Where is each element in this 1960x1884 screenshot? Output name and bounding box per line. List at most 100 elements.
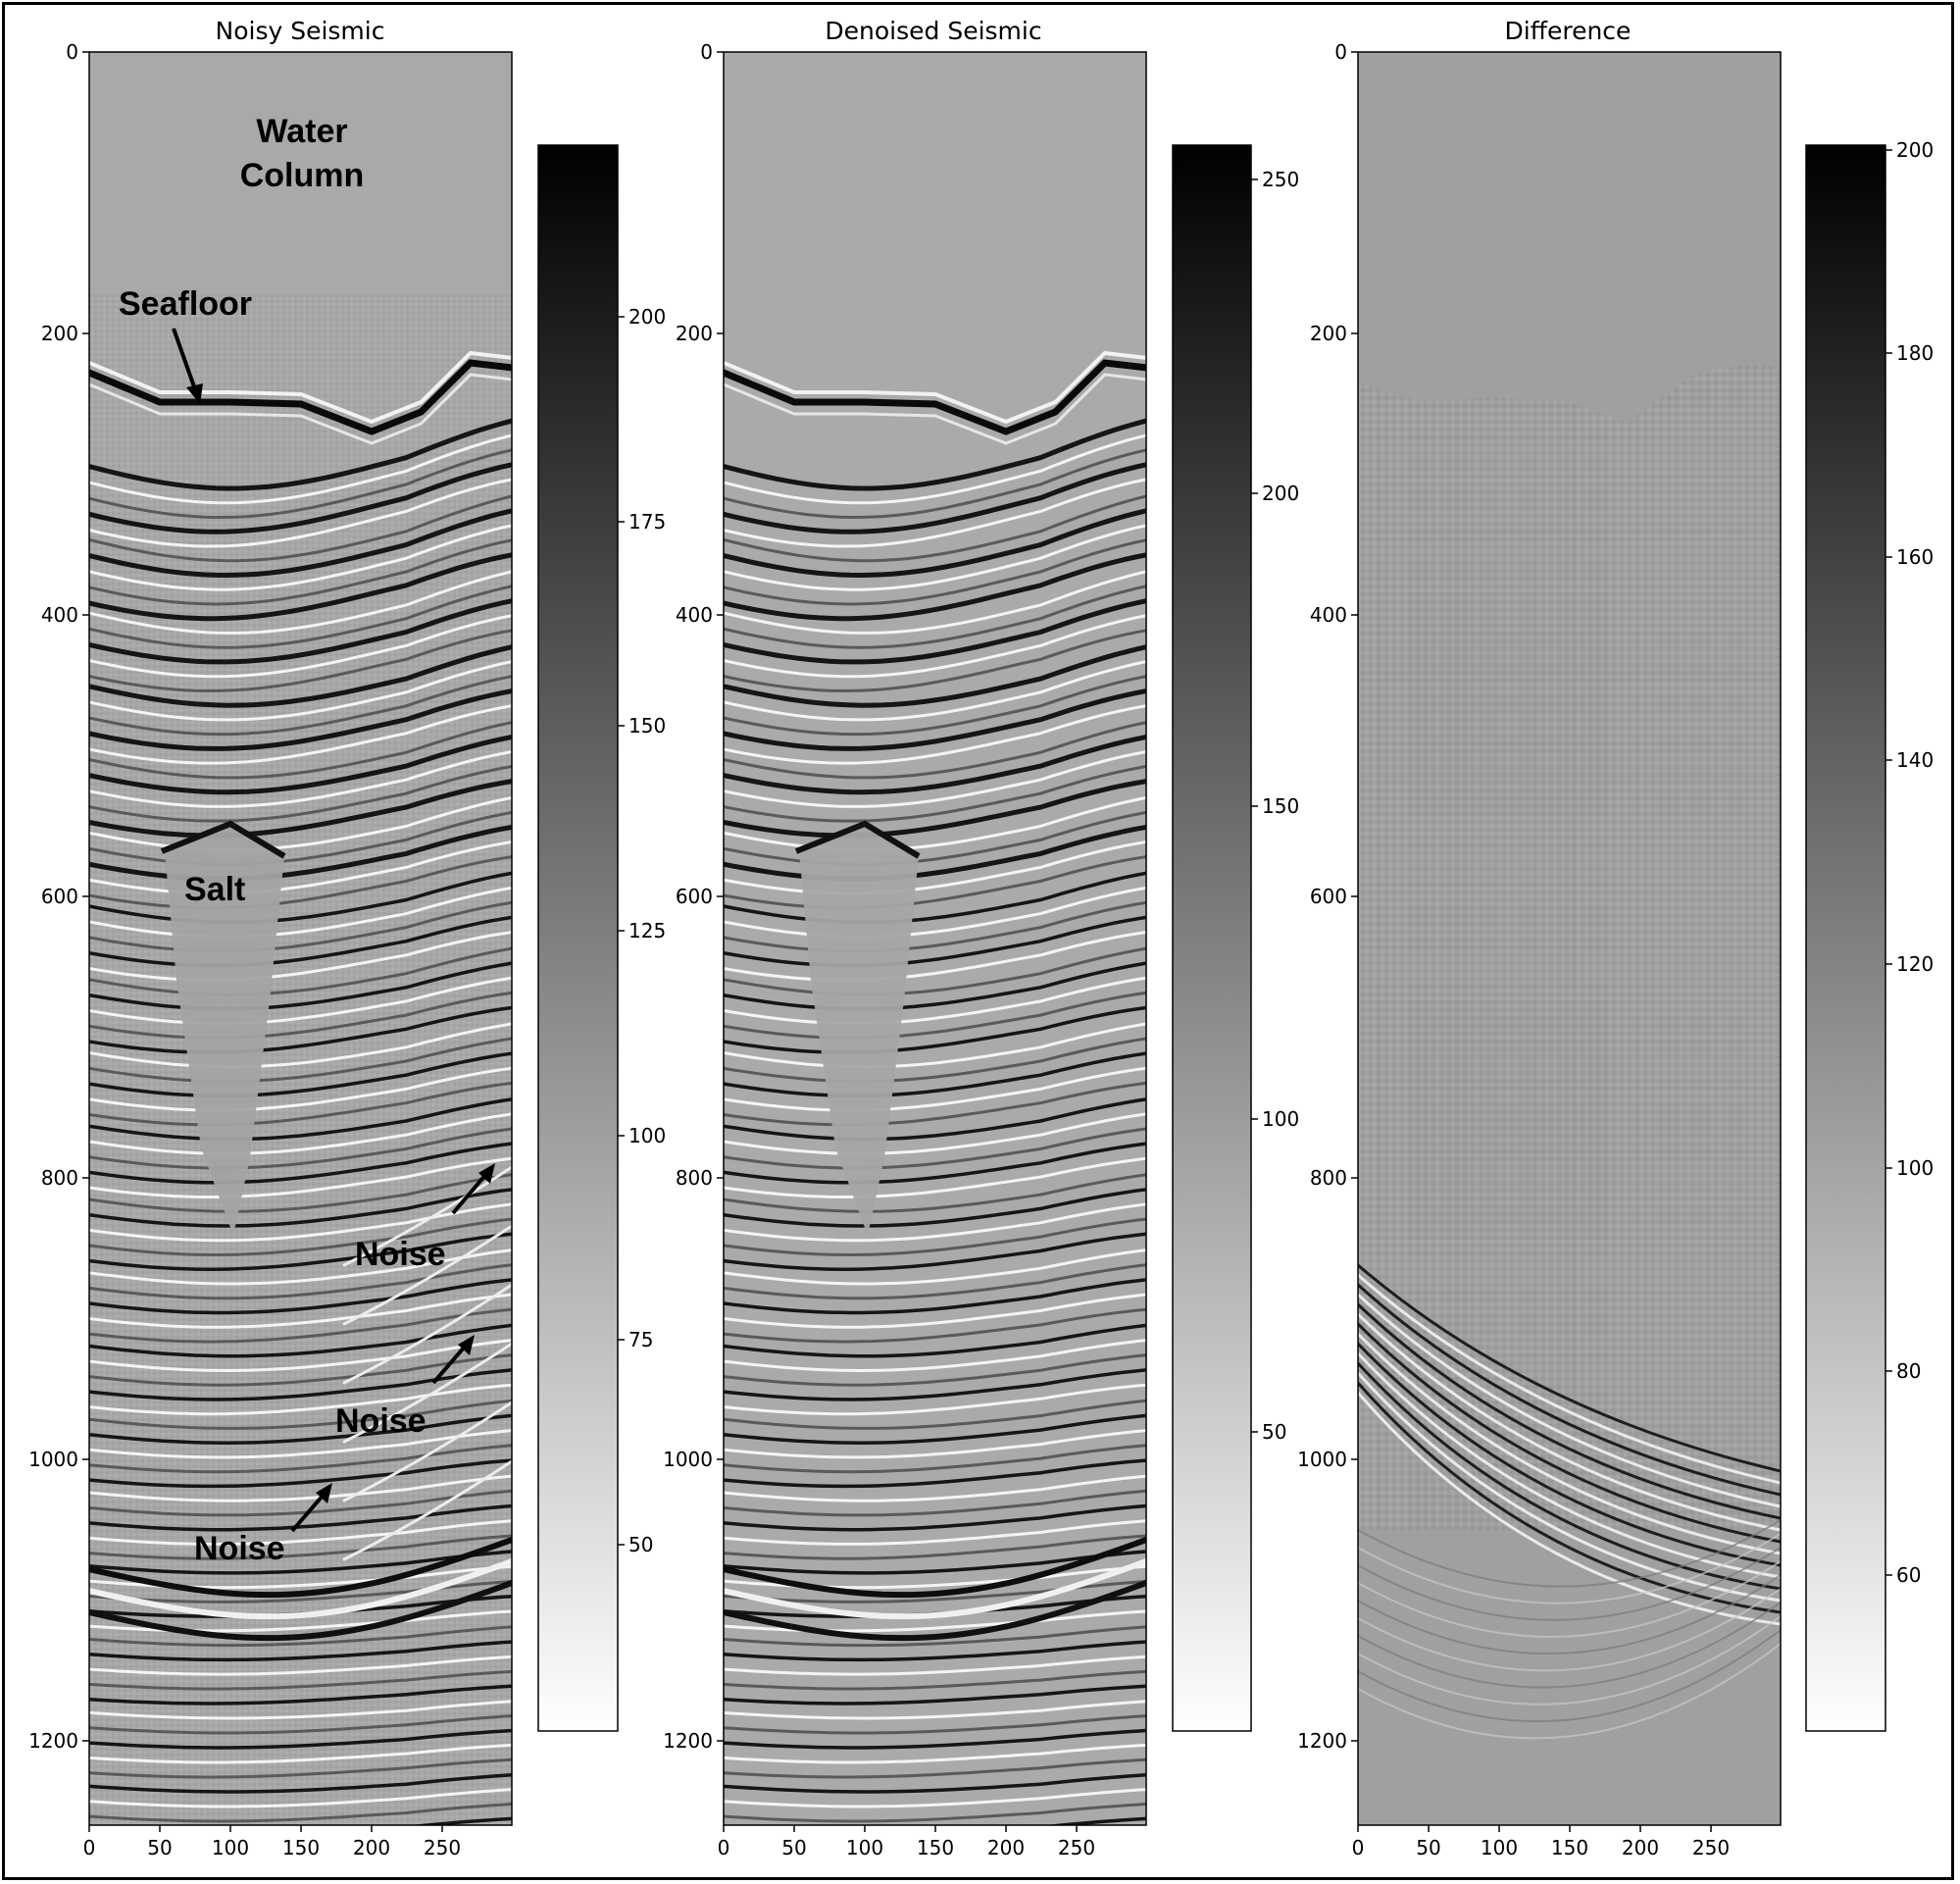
x-tick-label: 250 bbox=[1692, 1836, 1730, 1859]
noise-streak bbox=[342, 1400, 512, 1502]
reflector bbox=[724, 1534, 1146, 1560]
reflector bbox=[89, 1640, 512, 1662]
reflector bbox=[89, 1773, 512, 1794]
reflector bbox=[89, 1474, 512, 1502]
y-tick-label: 400 bbox=[1310, 603, 1347, 627]
reflector bbox=[724, 1022, 1146, 1069]
y-tick-label: 800 bbox=[676, 1166, 713, 1190]
reflector bbox=[724, 1489, 1146, 1517]
noise-streak bbox=[342, 1224, 512, 1326]
reflector bbox=[89, 1202, 512, 1243]
reflector bbox=[724, 1339, 1146, 1373]
x-tick-label: 0 bbox=[83, 1836, 96, 1859]
x-tick-label: 100 bbox=[212, 1836, 249, 1859]
reflector bbox=[89, 1743, 512, 1764]
reflector bbox=[724, 1714, 1146, 1735]
reflector bbox=[89, 871, 512, 925]
reflector bbox=[724, 1127, 1146, 1170]
reflector bbox=[89, 1005, 512, 1054]
reflector bbox=[724, 1173, 1146, 1213]
reflector bbox=[724, 688, 1146, 751]
y-tick-label: 400 bbox=[676, 603, 713, 627]
reflector bbox=[89, 1037, 512, 1084]
x-tick-label: 250 bbox=[424, 1836, 461, 1859]
reflector bbox=[89, 1112, 512, 1155]
reflector bbox=[89, 991, 512, 1040]
reflector bbox=[89, 1051, 512, 1098]
difference-arc bbox=[1358, 1283, 1781, 1497]
reflector bbox=[724, 418, 1146, 491]
reflector bbox=[89, 1339, 512, 1373]
reflector bbox=[724, 810, 1146, 866]
seafloor-label: Seafloor bbox=[119, 285, 252, 323]
reflector bbox=[89, 1728, 512, 1750]
reflector bbox=[89, 688, 512, 751]
reflector bbox=[724, 1550, 1146, 1575]
reflector bbox=[724, 1005, 1146, 1054]
reflector bbox=[724, 1278, 1146, 1315]
reflector bbox=[89, 1022, 512, 1069]
reflector bbox=[724, 1081, 1146, 1127]
difference-arc bbox=[1358, 1615, 1781, 1706]
reflector bbox=[89, 824, 512, 882]
reflector bbox=[89, 1368, 512, 1401]
reflector bbox=[724, 1558, 1146, 1620]
reflector bbox=[89, 462, 512, 535]
colorbar-tick-label: 100 bbox=[1262, 1107, 1299, 1131]
reflector bbox=[89, 350, 512, 425]
reflector bbox=[89, 1232, 512, 1271]
x-tick-label: 200 bbox=[987, 1836, 1025, 1859]
colorbar-tick-label: 250 bbox=[1262, 168, 1299, 191]
reflector bbox=[89, 1307, 512, 1344]
reflector bbox=[89, 1489, 512, 1517]
reflector bbox=[724, 840, 1146, 895]
reflector bbox=[724, 1353, 1146, 1387]
reflector bbox=[409, 1816, 512, 1825]
reflector bbox=[89, 915, 512, 968]
reflector bbox=[724, 1684, 1146, 1706]
reflector bbox=[724, 855, 1146, 910]
reflector bbox=[724, 1700, 1146, 1720]
x-tick-label: 100 bbox=[1481, 1836, 1518, 1859]
y-tick-label: 600 bbox=[41, 885, 78, 908]
y-tick-label: 0 bbox=[66, 40, 78, 64]
noise-label-3: Noise bbox=[194, 1530, 285, 1567]
reflector bbox=[724, 931, 1146, 982]
reflector bbox=[724, 1383, 1146, 1416]
reflector bbox=[89, 1323, 512, 1358]
reflector bbox=[724, 1202, 1146, 1243]
difference-arc bbox=[1358, 1547, 1781, 1621]
reflector bbox=[89, 1413, 512, 1445]
reflector bbox=[89, 1458, 512, 1489]
y-tick-label: 1200 bbox=[1297, 1729, 1347, 1753]
reflector bbox=[89, 1519, 512, 1546]
difference-image bbox=[1358, 52, 1781, 1825]
reflector bbox=[89, 1188, 512, 1228]
y-tick-label: 1200 bbox=[663, 1729, 713, 1753]
reflector bbox=[89, 1399, 512, 1430]
reflector bbox=[89, 494, 512, 563]
colorbar bbox=[537, 144, 619, 1732]
reflector bbox=[724, 1217, 1146, 1257]
colorbar-tick-label: 125 bbox=[628, 919, 666, 942]
panel-noisy-seismic: Noisy Seismic 0 200 400 600 800 1000 1200 0 50 1… bbox=[28, 17, 666, 1859]
y-tick-label: 800 bbox=[41, 1166, 78, 1190]
reflector bbox=[89, 1714, 512, 1735]
y-tick-label: 1000 bbox=[28, 1448, 78, 1471]
reflector bbox=[89, 1558, 512, 1620]
colorbar-tick-label: 140 bbox=[1896, 748, 1934, 772]
reflector bbox=[724, 1773, 1146, 1794]
reflector bbox=[724, 704, 1146, 765]
salt-label: Salt bbox=[184, 871, 245, 908]
reflector bbox=[89, 1757, 512, 1779]
arrow-head-icon bbox=[478, 1163, 495, 1184]
reflector bbox=[724, 946, 1146, 996]
reflector bbox=[724, 1788, 1146, 1808]
reflector bbox=[89, 629, 512, 692]
noise-streak bbox=[342, 1342, 512, 1444]
reflector bbox=[724, 1248, 1146, 1286]
colorbar-tick-label: 100 bbox=[628, 1124, 666, 1147]
difference-arc bbox=[1358, 1273, 1781, 1485]
reflector bbox=[724, 629, 1146, 692]
